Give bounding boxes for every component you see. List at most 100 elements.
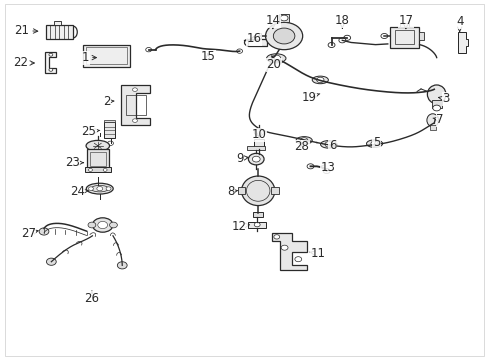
- Circle shape: [97, 186, 102, 191]
- Circle shape: [432, 105, 440, 111]
- Bar: [247, 146, 264, 150]
- Circle shape: [370, 141, 378, 146]
- Bar: [431, 100, 441, 108]
- Circle shape: [280, 15, 287, 21]
- Bar: [399, 23, 408, 27]
- Ellipse shape: [86, 140, 109, 151]
- Text: 24: 24: [70, 185, 88, 198]
- Bar: [103, 120, 115, 122]
- Circle shape: [323, 168, 329, 174]
- Bar: [103, 122, 115, 138]
- Text: 16: 16: [246, 32, 261, 45]
- Bar: [87, 149, 108, 168]
- Bar: [83, 45, 129, 67]
- Text: 26: 26: [84, 291, 99, 305]
- Circle shape: [271, 55, 280, 62]
- Text: 10: 10: [251, 129, 266, 141]
- Circle shape: [117, 262, 127, 269]
- Text: 25: 25: [81, 125, 100, 138]
- Text: 12: 12: [232, 220, 249, 233]
- Circle shape: [324, 142, 332, 147]
- Ellipse shape: [427, 85, 445, 104]
- Text: 22: 22: [13, 57, 34, 69]
- Text: 18: 18: [334, 14, 349, 28]
- Circle shape: [103, 168, 107, 171]
- Circle shape: [46, 258, 56, 265]
- Ellipse shape: [86, 183, 113, 194]
- Circle shape: [252, 156, 260, 162]
- Bar: [254, 33, 260, 39]
- Ellipse shape: [295, 136, 312, 144]
- Circle shape: [273, 235, 279, 239]
- Text: 17: 17: [398, 14, 412, 28]
- Ellipse shape: [426, 114, 438, 127]
- Circle shape: [88, 187, 93, 190]
- Circle shape: [248, 153, 264, 165]
- Text: 4: 4: [455, 15, 463, 32]
- Circle shape: [300, 138, 307, 143]
- Text: 15: 15: [200, 50, 215, 63]
- Circle shape: [281, 245, 287, 250]
- Text: 21: 21: [15, 24, 38, 37]
- Bar: [429, 125, 435, 130]
- Circle shape: [49, 68, 53, 71]
- Bar: [254, 139, 264, 149]
- Text: 6: 6: [328, 139, 336, 152]
- Circle shape: [254, 222, 260, 227]
- Bar: [126, 95, 145, 115]
- Circle shape: [294, 257, 301, 262]
- Circle shape: [327, 42, 334, 48]
- Circle shape: [88, 222, 96, 228]
- Bar: [253, 212, 263, 217]
- Circle shape: [316, 77, 323, 83]
- Polygon shape: [272, 233, 306, 270]
- Ellipse shape: [92, 218, 113, 232]
- Bar: [90, 152, 105, 166]
- Text: 28: 28: [294, 140, 308, 153]
- Circle shape: [254, 129, 264, 136]
- Bar: [54, 21, 61, 25]
- Bar: [46, 25, 73, 39]
- Text: 7: 7: [432, 113, 443, 126]
- Ellipse shape: [241, 176, 274, 206]
- Text: 8: 8: [226, 185, 237, 198]
- Text: 13: 13: [319, 161, 334, 174]
- Bar: [394, 30, 413, 44]
- Circle shape: [132, 88, 137, 91]
- Bar: [247, 39, 267, 46]
- Circle shape: [236, 49, 242, 53]
- Circle shape: [380, 33, 387, 39]
- Ellipse shape: [366, 140, 382, 148]
- Circle shape: [106, 187, 111, 190]
- Bar: [86, 47, 127, 64]
- Circle shape: [343, 35, 350, 40]
- Circle shape: [109, 222, 117, 228]
- Ellipse shape: [312, 76, 327, 84]
- Polygon shape: [45, 52, 56, 73]
- Circle shape: [39, 228, 49, 235]
- Text: 23: 23: [65, 156, 83, 169]
- Text: 14: 14: [265, 14, 280, 28]
- Circle shape: [145, 48, 151, 52]
- Text: 5: 5: [372, 136, 380, 149]
- Circle shape: [98, 221, 107, 229]
- Text: 19: 19: [301, 91, 319, 104]
- Bar: [237, 187, 245, 194]
- Text: 20: 20: [266, 58, 282, 71]
- Bar: [85, 167, 110, 172]
- Bar: [389, 27, 418, 48]
- Text: 3: 3: [438, 93, 449, 105]
- Bar: [248, 222, 265, 228]
- Circle shape: [338, 38, 345, 43]
- Circle shape: [265, 22, 302, 50]
- Circle shape: [88, 168, 92, 171]
- Text: 11: 11: [309, 247, 325, 260]
- Bar: [279, 14, 288, 22]
- Polygon shape: [457, 32, 468, 53]
- Bar: [270, 187, 278, 194]
- Circle shape: [273, 28, 294, 44]
- Circle shape: [306, 164, 313, 169]
- Text: 27: 27: [21, 227, 38, 240]
- Circle shape: [132, 119, 137, 122]
- Bar: [418, 32, 424, 40]
